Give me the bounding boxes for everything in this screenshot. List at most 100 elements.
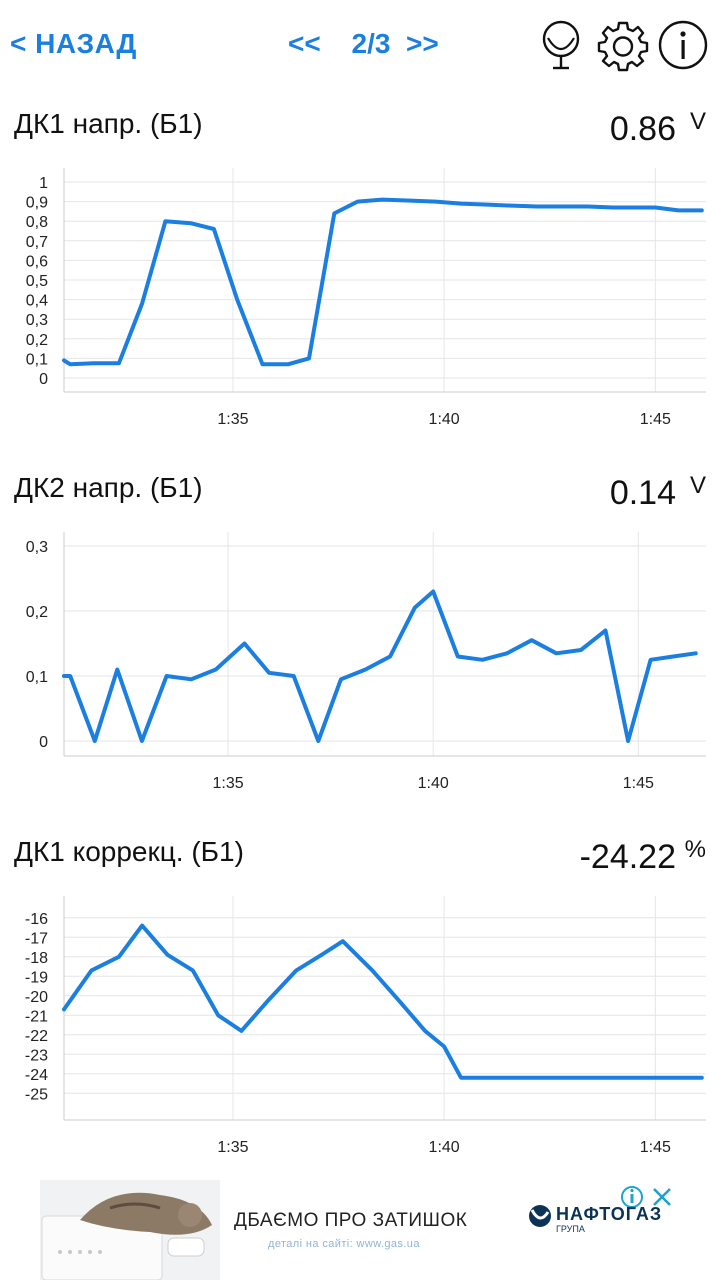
data-point <box>189 221 193 225</box>
data-point <box>645 1076 649 1080</box>
data-point <box>482 203 486 207</box>
data-point <box>694 651 698 655</box>
data-point <box>267 671 271 675</box>
data-point <box>634 205 638 209</box>
ad-banner[interactable]: ДБАЄМО ПРО ЗАТИШОК деталі на сайті: www.… <box>40 1180 680 1280</box>
y-tick-label: 0,9 <box>26 195 48 212</box>
y-tick-label: 0 <box>39 371 48 388</box>
data-point <box>480 658 484 662</box>
gear-icon[interactable] <box>596 18 650 72</box>
ad-subtext: деталі на сайті: www.gas.ua <box>268 1238 420 1250</box>
data-point <box>370 968 374 972</box>
data-point <box>292 674 296 678</box>
data-point <box>459 1076 463 1080</box>
data-point <box>505 204 509 208</box>
data-point <box>62 674 66 678</box>
data-point <box>163 219 167 223</box>
x-tick-label: 1:40 <box>418 775 449 792</box>
data-point <box>239 1029 243 1033</box>
y-tick-label: 0,5 <box>26 273 48 290</box>
x-tick-label: 1:35 <box>213 775 244 792</box>
ad-headline: ДБАЄМО ПРО ЗАТИШОК <box>234 1210 468 1231</box>
y-tick-label: 0,8 <box>26 214 48 231</box>
y-tick-label: -21 <box>25 1008 48 1025</box>
data-point <box>117 361 121 365</box>
section-unit: V <box>689 472 706 499</box>
x-tick-label: 1:40 <box>429 1139 460 1156</box>
data-point <box>560 205 564 209</box>
section-unit: V <box>689 108 706 135</box>
data-point <box>267 998 271 1002</box>
y-tick-label: 1 <box>39 175 48 192</box>
data-point <box>92 361 96 365</box>
data-point <box>653 205 657 209</box>
data-point <box>398 1000 402 1004</box>
data-point <box>586 205 590 209</box>
prev-page-button[interactable]: << <box>288 28 321 59</box>
data-point <box>89 968 93 972</box>
data-point <box>649 658 653 662</box>
data-point <box>413 606 417 610</box>
data-point <box>189 677 193 681</box>
data-point <box>434 200 438 204</box>
data-point <box>554 651 558 655</box>
section-title: ДК1 напр. (Б1) <box>14 108 203 139</box>
data-point <box>294 968 298 972</box>
next-page-button[interactable]: >> <box>406 28 439 59</box>
y-tick-label: 0 <box>39 734 48 751</box>
ad-brand-sub: ГРУПА <box>556 1224 585 1234</box>
section-value: -24.22 <box>579 838 676 876</box>
mirror-icon[interactable] <box>534 18 588 72</box>
data-point <box>332 211 336 215</box>
data-point <box>242 642 246 646</box>
x-tick-label: 1:45 <box>623 775 654 792</box>
section-unit: % <box>684 836 706 863</box>
y-tick-label: 0,7 <box>26 234 48 251</box>
y-tick-label: 0,2 <box>26 604 48 621</box>
data-point <box>341 939 345 943</box>
line-chart-1[interactable]: 0 0,1 0,2 0,3 0,4 0,5 0,6 0,7 0,8 0,9 1 1:35 1:40 1:4… <box>0 160 720 440</box>
data-point <box>261 362 265 366</box>
data-point <box>459 202 463 206</box>
data-point <box>307 356 311 360</box>
section-value: 0.14 <box>609 474 676 512</box>
back-button[interactable]: < НАЗАД <box>10 28 137 59</box>
ad-graphic <box>40 1180 671 1280</box>
data-point <box>68 674 72 678</box>
pager: << 2/3 >> <box>288 28 444 60</box>
y-tick-label: 0,4 <box>26 293 48 310</box>
data-point <box>356 200 360 204</box>
series-line <box>62 197 704 367</box>
y-tick-label: 0,1 <box>26 669 48 686</box>
data-point <box>603 629 607 633</box>
data-point <box>140 924 144 928</box>
data-point <box>62 1007 66 1011</box>
data-point <box>700 1076 704 1080</box>
x-tick-label: 1:45 <box>640 1139 671 1156</box>
info-icon[interactable] <box>658 20 708 70</box>
data-point <box>493 1076 497 1080</box>
top-bar: < НАЗАД << 2/3 >> <box>0 0 720 92</box>
data-point <box>216 1013 220 1017</box>
data-point <box>316 739 320 743</box>
data-point <box>700 208 704 212</box>
section-value: 0.86 <box>609 110 676 148</box>
section-title: ДК1 коррекц. (Б1) <box>14 836 244 867</box>
data-point <box>364 668 368 672</box>
series-line <box>62 923 704 1080</box>
y-tick-label: -24 <box>25 1067 48 1084</box>
y-tick-label: -20 <box>25 989 48 1006</box>
data-point <box>212 227 216 231</box>
data-point <box>93 739 97 743</box>
data-point <box>115 668 119 672</box>
y-tick-label: -17 <box>25 930 48 947</box>
data-point <box>62 358 66 362</box>
y-tick-label: 0,1 <box>26 351 48 368</box>
data-point <box>579 648 583 652</box>
line-chart-2[interactable]: 0 0,1 0,2 0,3 1:35 1:40 1:45 <box>0 524 720 804</box>
data-point <box>677 208 681 212</box>
line-chart-3[interactable]: -25 -24 -23 -22 -21 -20 -19 -18 -17 -16 1:35 1:40 1:… <box>0 888 720 1168</box>
x-tick-label: 1:35 <box>217 1139 248 1156</box>
data-point <box>431 590 435 594</box>
data-point <box>544 1076 548 1080</box>
